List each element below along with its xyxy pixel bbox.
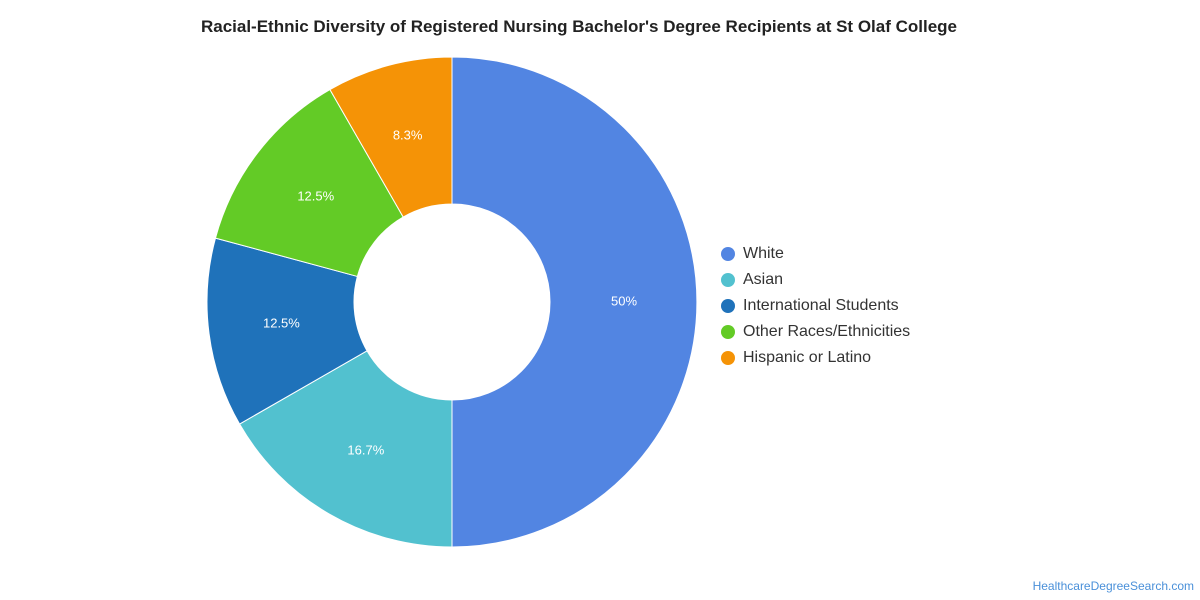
legend-label: White bbox=[743, 245, 784, 262]
legend-marker-icon bbox=[721, 247, 735, 261]
slice-asian[interactable] bbox=[238, 350, 453, 548]
slice-hispanic-or-latino[interactable] bbox=[329, 56, 453, 218]
data-label-white: 50% bbox=[611, 293, 637, 308]
legend-label: Hispanic or Latino bbox=[743, 349, 872, 366]
legend-item-international-students[interactable]: International Students bbox=[721, 293, 910, 319]
legend-item-hispanic-or-latino[interactable]: Hispanic or Latino bbox=[721, 345, 910, 371]
legend-label: Other Races/Ethnicities bbox=[743, 323, 911, 340]
legend-item-asian[interactable]: Asian bbox=[721, 267, 910, 293]
legend-label: International Students bbox=[743, 297, 899, 314]
data-label-international-students: 12.5% bbox=[263, 316, 300, 331]
chart-legend: White Asian International Students Other Ra… bbox=[721, 241, 910, 371]
legend-label: Asian bbox=[743, 271, 784, 288]
data-label-other-races-ethnicities: 12.5% bbox=[297, 188, 334, 203]
legend-marker-icon bbox=[721, 351, 735, 365]
legend-item-white[interactable]: White bbox=[721, 241, 910, 267]
data-label-hispanic-or-latino: 8.3% bbox=[393, 127, 423, 142]
legend-marker-icon bbox=[721, 273, 735, 287]
legend-marker-icon bbox=[721, 325, 735, 339]
chart-title: Racial-Ethnic Diversity of Registered Nu… bbox=[200, 17, 958, 36]
slice-international-students[interactable] bbox=[206, 237, 368, 425]
data-label-asian: 16.7% bbox=[347, 442, 384, 457]
legend-item-other-races-ethnicities[interactable]: Other Races/Ethnicities bbox=[721, 319, 910, 345]
slice-white[interactable] bbox=[451, 56, 698, 548]
legend-marker-icon bbox=[721, 299, 735, 313]
source-link[interactable]: HealthcareDegreeSearch.com bbox=[1032, 579, 1194, 593]
